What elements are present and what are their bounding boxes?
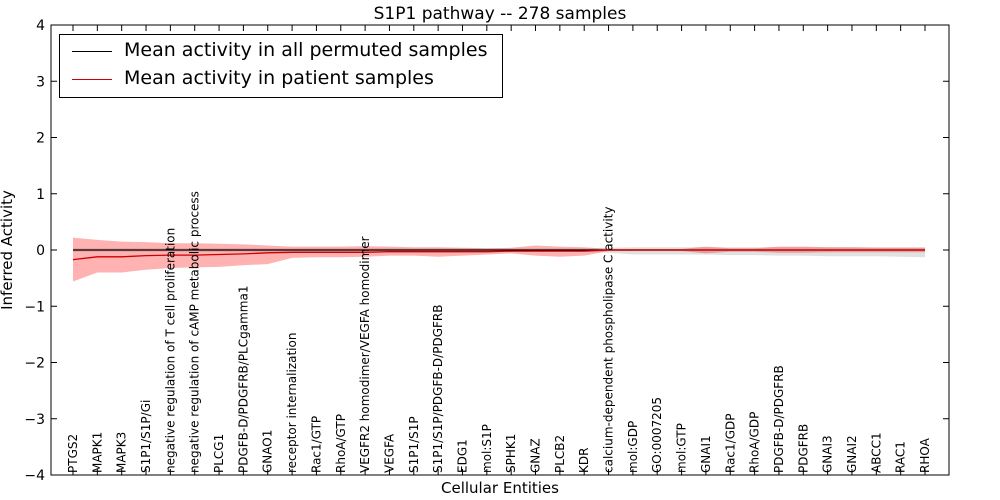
x-tick-label: GO:0007205 [650,397,664,473]
legend-swatch-patient [72,79,112,80]
x-tick-label: PDGFRB [796,424,810,473]
x-tick-label: KDR [577,448,591,473]
y-tick-label: 2 [36,131,45,147]
x-tick-label: PTGS2 [66,434,80,473]
legend-swatch-permuted [72,51,112,52]
x-tick-label: PDGFB-D/PDGFRB/PLCgamma1 [236,286,250,473]
x-tick-label: MAPK1 [90,432,104,473]
x-tick-label: mol:S1P [480,424,494,473]
x-tick-label: EDG1 [456,439,470,473]
band-patient [73,237,925,282]
x-tick-label: RHOA [918,437,932,473]
x-tick-label: calcium-dependent phospholipase C activi… [602,207,616,473]
x-tick-label: RhoA/GTP [334,414,348,473]
series-lines [72,249,925,261]
x-tick-label: mol:GDP [626,421,640,473]
y-tick-label: 1 [36,187,45,203]
y-axis: −4 −3 −2 −1 0 1 2 3 4 [24,18,949,484]
legend-item-permuted: Mean activity in all permuted samples [60,37,502,65]
y-tick-label: −3 [24,412,45,428]
chart-title: S1P1 pathway -- 278 samples [374,4,627,24]
x-tick-label: S1P1/S1P [407,416,421,473]
x-tick-label: GNAI1 [699,435,713,473]
x-tick-label: GNAI3 [821,435,835,473]
x-tick-label: negative regulation of T cell proliferat… [163,228,177,473]
y-axis-label: Inferred Activity [0,190,16,310]
x-tick-label: GNAI2 [845,435,859,473]
x-tick-label: Rac1/GDP [723,414,737,473]
x-tick-label: RAC1 [894,441,908,473]
y-tick-label: −2 [24,356,45,372]
x-tick-label: S1P1/S1P/PDGFB-D/PDGFRB [431,305,445,473]
x-tick-label: SPHK1 [504,434,518,473]
x-tick-label: PDGFB-D/PDGFRB [772,365,786,473]
line-patient [72,249,925,261]
y-tick-label: −4 [24,468,45,484]
x-tick-label: RhoA/GDP [748,412,762,473]
x-tick-label: S1P1/S1P/Gi [139,400,153,473]
x-tick-label: negative regulation of cAMP metabolic pr… [188,191,202,473]
legend-label-permuted: Mean activity in all permuted samples [124,39,488,61]
y-tick-label: −1 [24,299,45,315]
x-axis: PTGS2 MAPK1 MAPK3 S1P1/S1P/Gi negative regul… [66,25,932,475]
x-tick-label: VEGFA [383,433,397,473]
y-tick-label: 3 [36,74,45,90]
x-tick-label: PLCG1 [212,434,226,473]
y-tick-label: 0 [36,243,45,259]
x-tick-label: PLCB2 [553,435,567,473]
legend-item-patient: Mean activity in patient samples [60,65,502,93]
x-tick-label: VEGFR2 homodimer/VEGFA homodimer [358,236,372,473]
x-tick-label: ABCC1 [869,432,883,473]
legend: Mean activity in all permuted samples Me… [59,34,503,98]
x-tick-label: GNAO1 [261,430,275,473]
x-tick-label: mol:GTP [675,423,689,473]
y-tick-label: 4 [36,18,45,34]
legend-label-patient: Mean activity in patient samples [124,67,434,89]
x-tick-label: receptor internalization [285,333,299,473]
x-tick-label: MAPK3 [115,432,129,473]
x-axis-label: Cellular Entities [441,479,559,497]
x-tick-label: Rac1/GTP [309,416,323,473]
x-tick-label: GNAZ [529,438,543,473]
